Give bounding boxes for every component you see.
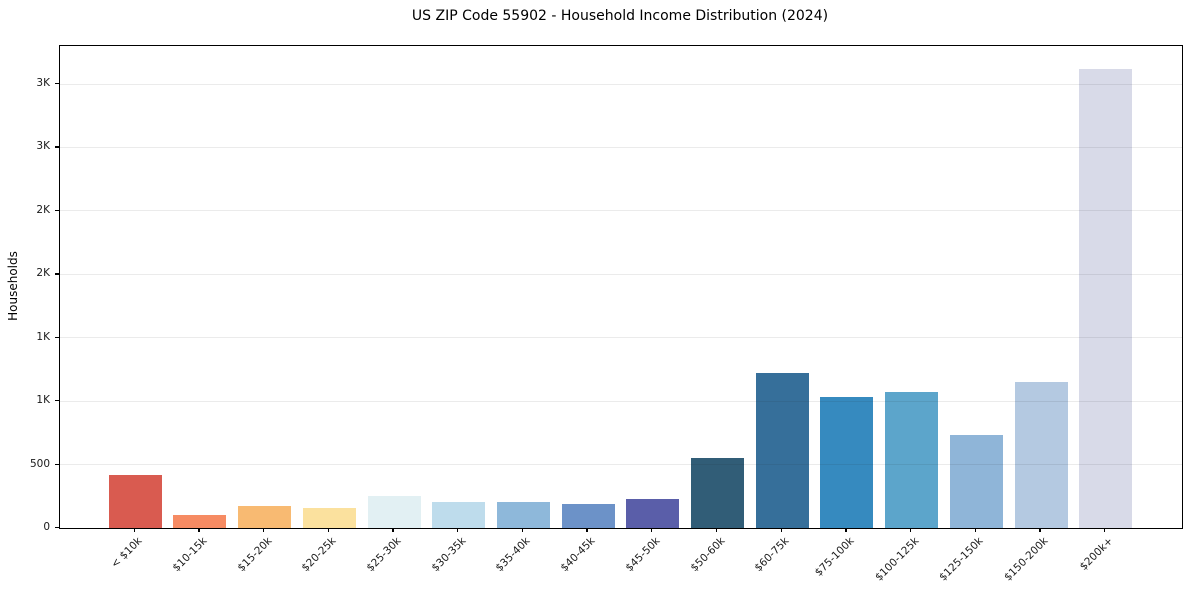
x-tick-mark xyxy=(845,528,847,533)
bar-< $10k xyxy=(108,474,162,528)
x-tick-mark xyxy=(133,528,135,533)
y-tick-mark xyxy=(55,336,59,339)
bar-$20-25k xyxy=(302,507,356,528)
y-tick-mark xyxy=(55,463,59,465)
y-tick-mark xyxy=(55,273,59,275)
gridline-500 xyxy=(60,464,1182,466)
bar-$125-150k xyxy=(949,434,1003,528)
bar-$15-20k xyxy=(238,505,292,528)
gridline-3K xyxy=(60,83,1182,85)
x-tick-mark xyxy=(909,528,912,533)
bar-$25-30k xyxy=(367,496,421,528)
gridline-2K xyxy=(60,210,1182,212)
bar-$50-60k xyxy=(691,457,744,528)
x-tick-mark xyxy=(521,528,524,533)
x-tick-mark xyxy=(198,528,200,533)
y-tick-mark xyxy=(55,146,59,148)
y-tick-label: 2K xyxy=(36,267,50,280)
bar-$45-50k xyxy=(626,498,680,528)
x-tick-mark xyxy=(392,528,394,533)
y-tick-mark xyxy=(55,209,59,212)
bar-$200k+ xyxy=(1079,69,1133,528)
plot-area xyxy=(59,45,1183,529)
x-tick-mark xyxy=(586,528,588,533)
x-tick-label: < $10k xyxy=(109,535,145,571)
bar-$150-200k xyxy=(1014,382,1068,528)
gridline-1K xyxy=(60,337,1182,339)
y-tick-label: 0 xyxy=(43,521,50,533)
bar-$75-100k xyxy=(820,397,874,528)
y-tick-label: 500 xyxy=(29,457,50,470)
x-tick-mark xyxy=(715,528,718,533)
bar-$60-75k xyxy=(755,373,809,528)
y-tick-label: 1K xyxy=(36,394,50,407)
x-tick-mark xyxy=(651,528,653,533)
gridline-1K xyxy=(60,400,1182,402)
y-tick-label: 3K xyxy=(36,140,50,153)
x-tick-mark xyxy=(262,528,265,533)
y-tick-label: 1K xyxy=(36,330,50,343)
y-tick-mark xyxy=(55,83,59,85)
y-tick-mark xyxy=(55,400,59,402)
bar-$100-125k xyxy=(885,392,939,528)
gridline-2K xyxy=(60,273,1182,275)
gridline-3K xyxy=(60,146,1182,148)
bar-$10-15k xyxy=(173,514,227,528)
y-tick-label: 2K xyxy=(36,203,50,216)
x-tick-mark xyxy=(1104,528,1106,533)
x-tick-mark xyxy=(780,528,782,533)
x-tick-mark xyxy=(457,528,459,533)
bar-$35-40k xyxy=(496,502,550,528)
chart-title: US ZIP Code 55902 - Household Income Dis… xyxy=(411,8,829,24)
y-tick-label: 3K xyxy=(36,77,50,90)
x-tick-mark xyxy=(1039,528,1041,533)
x-tick-mark xyxy=(327,528,329,533)
x-tick-mark xyxy=(974,528,976,533)
bar-$40-45k xyxy=(561,503,615,528)
y-axis-label: Households xyxy=(6,251,20,321)
bar-$30-35k xyxy=(432,502,486,528)
y-tick-mark xyxy=(55,527,59,529)
